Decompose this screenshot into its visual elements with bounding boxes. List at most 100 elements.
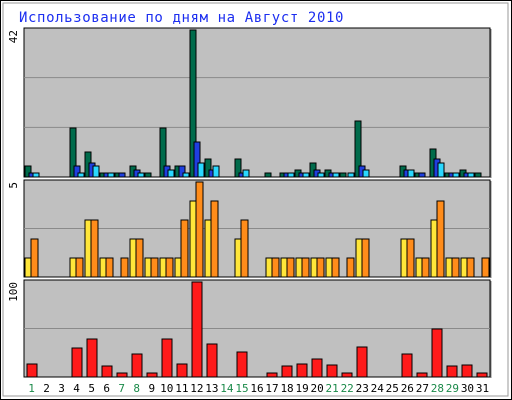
panel-1-bar-day-7-series-2 — [118, 172, 126, 178]
panel-2-bar-day-10-series-2 — [165, 257, 174, 278]
panel-1-bar-day-5-series-3 — [92, 165, 100, 178]
panel-2-bar-day-9-series-2 — [150, 257, 159, 278]
x-tick-label-day-31: 31 — [476, 382, 489, 395]
panel-1-bar-day-18-series-3 — [287, 172, 295, 178]
x-tick-label-day-24: 24 — [371, 382, 385, 395]
panel-3-bar-day-4-series-1 — [71, 347, 83, 378]
panel-2-bar-day-8-series-2 — [135, 238, 144, 278]
panel-2-bar-day-27-series-2 — [421, 257, 430, 278]
panel-1-bar-day-10-series-3 — [167, 169, 175, 178]
x-axis-labels: 1 2 3 4 5 6 7 8 9 10 11 12 13 14 15 16 17 18 19 20 21 22 23 24 2… — [28, 382, 489, 395]
panel-2-bar-day-15-series-2 — [240, 219, 249, 278]
x-tick-label-day-5: 5 — [88, 382, 95, 395]
panel-2-bar-day-28-series-2 — [436, 200, 445, 278]
panel-2-bar-day-4-series-2 — [75, 257, 84, 278]
panel-1-bar-day-15-series-3 — [242, 169, 250, 178]
x-tick-label-day-14: 14 — [220, 382, 234, 395]
panel-2-bar-day-26-series-2 — [406, 238, 415, 278]
panel-2-bar-day-1-series-2 — [30, 238, 39, 278]
panel-1-plot-area — [23, 27, 491, 178]
panel-3-ymax-label: 100 — [7, 282, 20, 302]
x-tick-label-day-23: 23 — [356, 382, 369, 395]
panel-2-bar-day-29-series-2 — [451, 257, 460, 278]
panel-1-bar-day-28-series-3 — [437, 162, 445, 178]
panel-1-bar-day-17-series-1 — [264, 172, 272, 178]
panel-1-bar-day-15-series-1 — [234, 158, 242, 178]
panel-3-bar-day-23-series-1 — [356, 346, 368, 378]
panel-3-bar-day-17-series-1 — [266, 372, 278, 378]
panel-3-bar-day-26-series-1 — [401, 353, 413, 378]
panel-1-bar-day-21-series-3 — [332, 172, 340, 178]
chart-title: Использование по дням на Август 2010 — [19, 10, 344, 26]
panel-3-bar-day-11-series-1 — [176, 363, 188, 378]
panel-3-bar-day-1-series-1 — [26, 363, 38, 378]
panel-3-bar-day-20-series-1 — [311, 358, 323, 378]
panel-3-bar-day-9-series-1 — [146, 372, 158, 378]
panel-1-bar-day-11-series-2 — [178, 165, 186, 178]
panel-3-bar-day-27-series-1 — [416, 372, 428, 378]
panel-1-ymax-label: 42 — [7, 30, 20, 43]
panel-1-bar-day-13-series-3 — [212, 165, 220, 178]
panel-3-bar-day-10-series-1 — [161, 338, 173, 378]
panel-3-bar-day-31-series-1 — [476, 372, 488, 378]
x-tick-label-day-22: 22 — [341, 382, 354, 395]
x-tick-label-day-17: 17 — [265, 382, 278, 395]
panel-2-bar-day-18-series-2 — [286, 257, 295, 278]
x-tick-label-day-20: 20 — [311, 382, 324, 395]
panel-2-bar-day-7-series-2 — [120, 257, 129, 278]
panel-1-bar-day-22-series-3 — [347, 172, 355, 178]
panel-2-bar-day-12-series-2 — [195, 181, 204, 278]
x-tick-label-day-18: 18 — [280, 382, 293, 395]
panel-2-bar-day-30-series-2 — [466, 257, 475, 278]
panel-2-bar-day-22-series-2 — [346, 257, 355, 278]
x-tick-label-day-19: 19 — [295, 382, 308, 395]
x-tick-label-day-8: 8 — [133, 382, 140, 395]
x-tick-label-day-4: 4 — [73, 382, 80, 395]
panel-2-ymax-label: 5 — [7, 182, 20, 189]
panel-1-bar-day-8-series-3 — [137, 172, 145, 178]
panel-2-bar-day-23-series-2 — [361, 238, 370, 278]
x-tick-label-day-16: 16 — [250, 382, 263, 395]
panel-1-bar-day-31-series-1 — [474, 172, 482, 178]
panel-3-bar-day-8-series-1 — [131, 353, 143, 378]
panel-1-bar-day-22-series-1 — [339, 172, 347, 178]
panel-1-bar-day-10-series-1 — [159, 127, 167, 178]
panel-1-bar-day-1-series-3 — [32, 172, 40, 178]
panel-3-bar-day-18-series-1 — [281, 365, 293, 378]
panel-1-bar-day-12-series-2 — [193, 141, 201, 178]
panel-1-bar-day-11-series-3 — [182, 172, 190, 178]
x-tick-label-day-10: 10 — [160, 382, 173, 395]
panel-2-bar-day-5-series-2 — [90, 219, 99, 278]
x-tick-label-day-11: 11 — [175, 382, 188, 395]
x-tick-label-day-6: 6 — [103, 382, 110, 395]
panel-2-bar-day-17-series-2 — [271, 257, 280, 278]
panel-1-bar-day-30-series-3 — [467, 172, 475, 178]
x-tick-label-day-9: 9 — [148, 382, 155, 395]
panel-3-bar-day-22-series-1 — [341, 372, 353, 378]
bars — [24, 29, 490, 378]
panel-2-bar-day-21-series-2 — [331, 257, 340, 278]
panel-1-bar-day-20-series-3 — [317, 172, 325, 178]
panel-2-bar-day-31-series-2 — [481, 257, 490, 278]
panel-1-bar-day-19-series-3 — [302, 172, 310, 178]
panel-3-bar-day-6-series-1 — [101, 365, 113, 378]
panel-1-bar-day-12-series-1 — [189, 29, 197, 178]
x-tick-label-day-30: 30 — [461, 382, 474, 395]
x-tick-label-day-26: 26 — [401, 382, 414, 395]
panel-1-bar-day-4-series-1 — [69, 127, 77, 178]
panel-3-bar-day-21-series-1 — [326, 364, 338, 378]
panel-3-bar-day-15-series-1 — [236, 351, 248, 378]
x-tick-label-day-3: 3 — [58, 382, 65, 395]
panel-1-bar-day-1-series-1 — [24, 165, 32, 178]
panel-1-bar-day-27-series-2 — [418, 172, 426, 178]
x-tick-label-day-15: 15 — [235, 382, 248, 395]
panel-2-bar-day-6-series-2 — [105, 257, 114, 278]
panel-3-bar-day-12-series-1 — [191, 281, 203, 378]
panel-3-bar-day-30-series-1 — [461, 364, 473, 378]
x-tick-label-day-21: 21 — [326, 382, 339, 395]
x-tick-label-day-25: 25 — [386, 382, 399, 395]
panel-3-bar-day-7-series-1 — [116, 372, 128, 378]
panel-1-bar-day-13-series-1 — [204, 158, 212, 178]
panel-1-bar-day-12-series-3 — [197, 162, 205, 178]
panel-1-bar-day-4-series-2 — [73, 165, 81, 178]
